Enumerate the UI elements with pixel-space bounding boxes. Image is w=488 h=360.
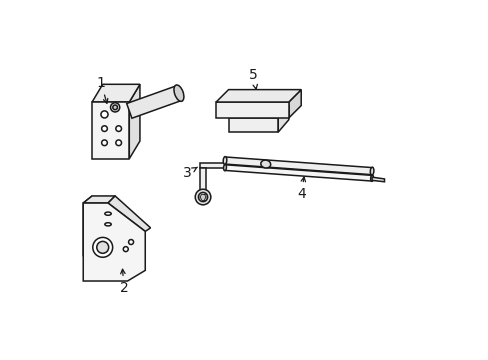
Circle shape: [198, 192, 207, 202]
Circle shape: [110, 103, 120, 112]
Polygon shape: [83, 203, 145, 281]
Polygon shape: [371, 177, 384, 182]
Polygon shape: [108, 196, 150, 231]
Circle shape: [102, 140, 107, 145]
Circle shape: [113, 105, 117, 110]
Polygon shape: [92, 84, 140, 102]
Text: 3: 3: [183, 166, 197, 180]
Circle shape: [195, 189, 210, 205]
Polygon shape: [92, 102, 129, 159]
Circle shape: [128, 239, 133, 244]
Ellipse shape: [104, 223, 111, 226]
Text: 2: 2: [120, 269, 128, 295]
Circle shape: [116, 126, 121, 131]
Polygon shape: [228, 118, 278, 132]
Polygon shape: [288, 90, 301, 118]
Polygon shape: [126, 86, 181, 118]
Polygon shape: [83, 196, 92, 256]
Circle shape: [116, 140, 121, 145]
Ellipse shape: [369, 167, 373, 175]
Polygon shape: [200, 168, 205, 194]
Ellipse shape: [223, 165, 226, 171]
Circle shape: [97, 242, 108, 253]
Polygon shape: [200, 163, 224, 168]
Polygon shape: [224, 165, 371, 181]
Ellipse shape: [370, 175, 373, 181]
Polygon shape: [129, 84, 140, 159]
Ellipse shape: [104, 212, 111, 215]
Circle shape: [101, 111, 108, 118]
Ellipse shape: [223, 157, 226, 165]
Polygon shape: [278, 105, 288, 132]
Polygon shape: [216, 102, 288, 118]
Circle shape: [102, 126, 107, 131]
Polygon shape: [83, 196, 115, 203]
Ellipse shape: [260, 160, 270, 168]
Polygon shape: [224, 157, 371, 175]
Circle shape: [123, 247, 128, 252]
Ellipse shape: [174, 85, 183, 102]
Polygon shape: [216, 90, 301, 102]
Text: 4: 4: [296, 177, 305, 201]
Text: 1: 1: [96, 76, 107, 103]
Text: 5: 5: [248, 68, 257, 89]
Circle shape: [93, 238, 112, 257]
